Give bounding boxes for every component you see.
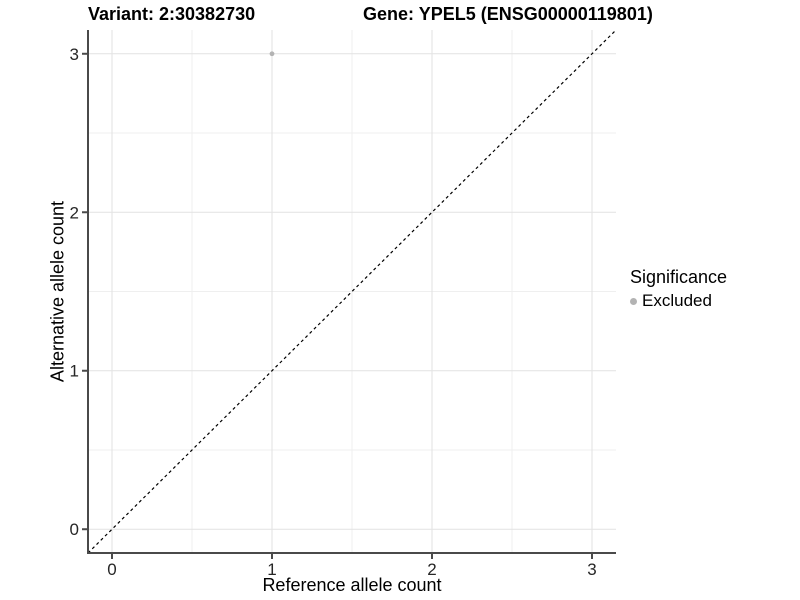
y-tick-label: 0	[70, 520, 79, 539]
legend: Significance Excluded	[630, 267, 727, 311]
x-tick-label: 0	[107, 560, 116, 579]
data-point	[269, 51, 275, 57]
y-tick-label: 3	[70, 45, 79, 64]
y-tick-label: 2	[70, 203, 79, 222]
x-axis-title: Reference allele count	[262, 575, 442, 595]
x-tick-label: 1	[267, 560, 276, 579]
y-tick-label: 1	[70, 362, 79, 381]
legend-item-label: Excluded	[642, 291, 712, 310]
x-tick-label: 2	[427, 560, 436, 579]
plot-title-gene: Gene: YPEL5 (ENSG00000119801)	[363, 4, 653, 24]
legend-title: Significance	[630, 267, 728, 287]
plot-title-variant: Variant: 2:30382730	[88, 4, 256, 24]
x-tick-label: 3	[587, 560, 596, 579]
identity-line	[87, 29, 617, 554]
legend-point-swatch	[630, 297, 637, 305]
legend-item-excluded: Excluded	[630, 291, 727, 311]
plot-title-row: Variant: 2:30382730 Gene: YPEL5 (ENSG000…	[0, 4, 800, 28]
y-axis-title: Alternative allele count	[47, 200, 68, 383]
